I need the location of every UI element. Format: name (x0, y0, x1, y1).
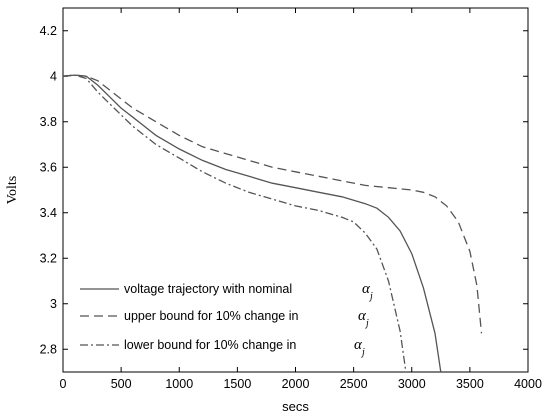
series-line-solid (63, 74, 442, 372)
y-tick-label: 3.2 (40, 251, 57, 265)
x-tick-label: 2000 (282, 377, 310, 391)
legend-symbol: α (358, 308, 367, 324)
y-tick-label: 3 (50, 297, 57, 311)
y-tick-label: 2.8 (40, 342, 57, 356)
x-tick-label: 0 (60, 377, 67, 391)
plot-area: 0 500 1000 1500 2000 2500 3000 3500 4000 2.8 3 3.2 3… (40, 7, 542, 391)
legend-label: voltage trajectory with nominal (124, 282, 292, 296)
y-tick-label: 3.4 (40, 206, 57, 220)
legend-subscript: j (364, 318, 369, 329)
legend-symbol: α (354, 337, 363, 353)
x-tick-label: 3500 (456, 377, 484, 391)
x-tick-label: 4000 (514, 377, 542, 391)
x-tick-label: 1000 (165, 377, 193, 391)
series-layer (63, 74, 483, 372)
x-tick-label: 500 (111, 377, 132, 391)
legend-subscript: j (360, 347, 365, 358)
series-line-dashdot (63, 74, 407, 372)
x-tick-label: 1500 (223, 377, 251, 391)
y-tick-label: 4.2 (40, 24, 57, 38)
x-axis-label: secs (282, 399, 309, 414)
y-tick-label: 3.8 (40, 115, 57, 129)
y-tick-label: 3.6 (40, 160, 57, 174)
x-tick-label: 3000 (398, 377, 426, 391)
legend-symbol: α (362, 281, 371, 297)
legend-label: upper bound for 10% change in (124, 309, 298, 323)
legend-subscript: j (368, 291, 373, 302)
series-line-dashed (63, 74, 483, 334)
y-axis-label: Volts (5, 176, 20, 205)
ticks: 0 500 1000 1500 2000 2500 3000 3500 4000 2.8 3 3.2 3… (40, 8, 542, 391)
x-tick-label: 2500 (340, 377, 368, 391)
y-tick-label: 4 (50, 69, 57, 83)
legend-label: lower bound for 10% change in (124, 338, 296, 352)
